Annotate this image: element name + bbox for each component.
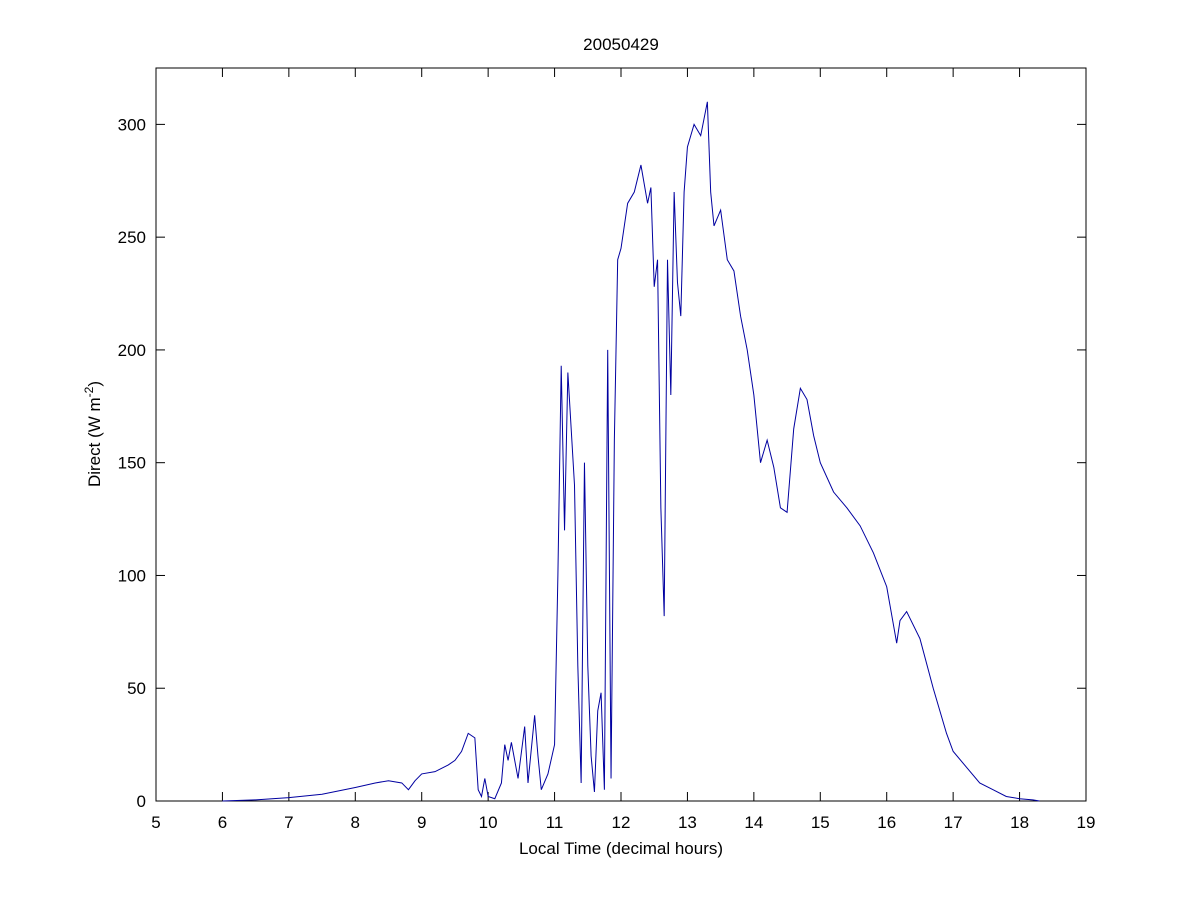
x-tick-label: 10 xyxy=(479,813,498,832)
y-tick-label: 250 xyxy=(118,228,146,247)
x-tick-label: 11 xyxy=(546,813,564,832)
x-tick-label: 18 xyxy=(1010,813,1029,832)
x-axis-label: Local Time (decimal hours) xyxy=(519,839,723,858)
data-line xyxy=(222,101,1040,802)
y-label-text: Direct (W m xyxy=(85,397,104,487)
x-tick-label: 5 xyxy=(151,813,160,832)
y-label-sup: -2 xyxy=(82,386,96,397)
x-tick-label: 6 xyxy=(218,813,227,832)
x-tick-label: 16 xyxy=(877,813,896,832)
y-label-suffix: ) xyxy=(85,381,104,387)
axes-box xyxy=(155,67,1087,802)
y-tick-label: 50 xyxy=(127,679,146,698)
x-tick-label: 8 xyxy=(351,813,360,832)
x-tick-label: 12 xyxy=(612,813,631,832)
y-tick-label: 200 xyxy=(118,341,146,360)
x-tick-label: 14 xyxy=(744,813,763,832)
y-tick-label: 300 xyxy=(118,115,146,134)
y-tick-label: 0 xyxy=(137,792,146,811)
y-axis-label: Direct (W m-2) xyxy=(82,381,104,487)
x-tick-label: 19 xyxy=(1077,813,1096,832)
chart-title: 20050429 xyxy=(583,35,659,54)
x-tick-label: 17 xyxy=(944,813,963,832)
y-tick-label: 100 xyxy=(118,566,146,585)
x-tick-label: 15 xyxy=(811,813,830,832)
x-tick-label: 9 xyxy=(417,813,426,832)
x-tick-label: 7 xyxy=(284,813,293,832)
y-tick-label: 150 xyxy=(118,454,146,473)
x-tick-label: 13 xyxy=(678,813,697,832)
